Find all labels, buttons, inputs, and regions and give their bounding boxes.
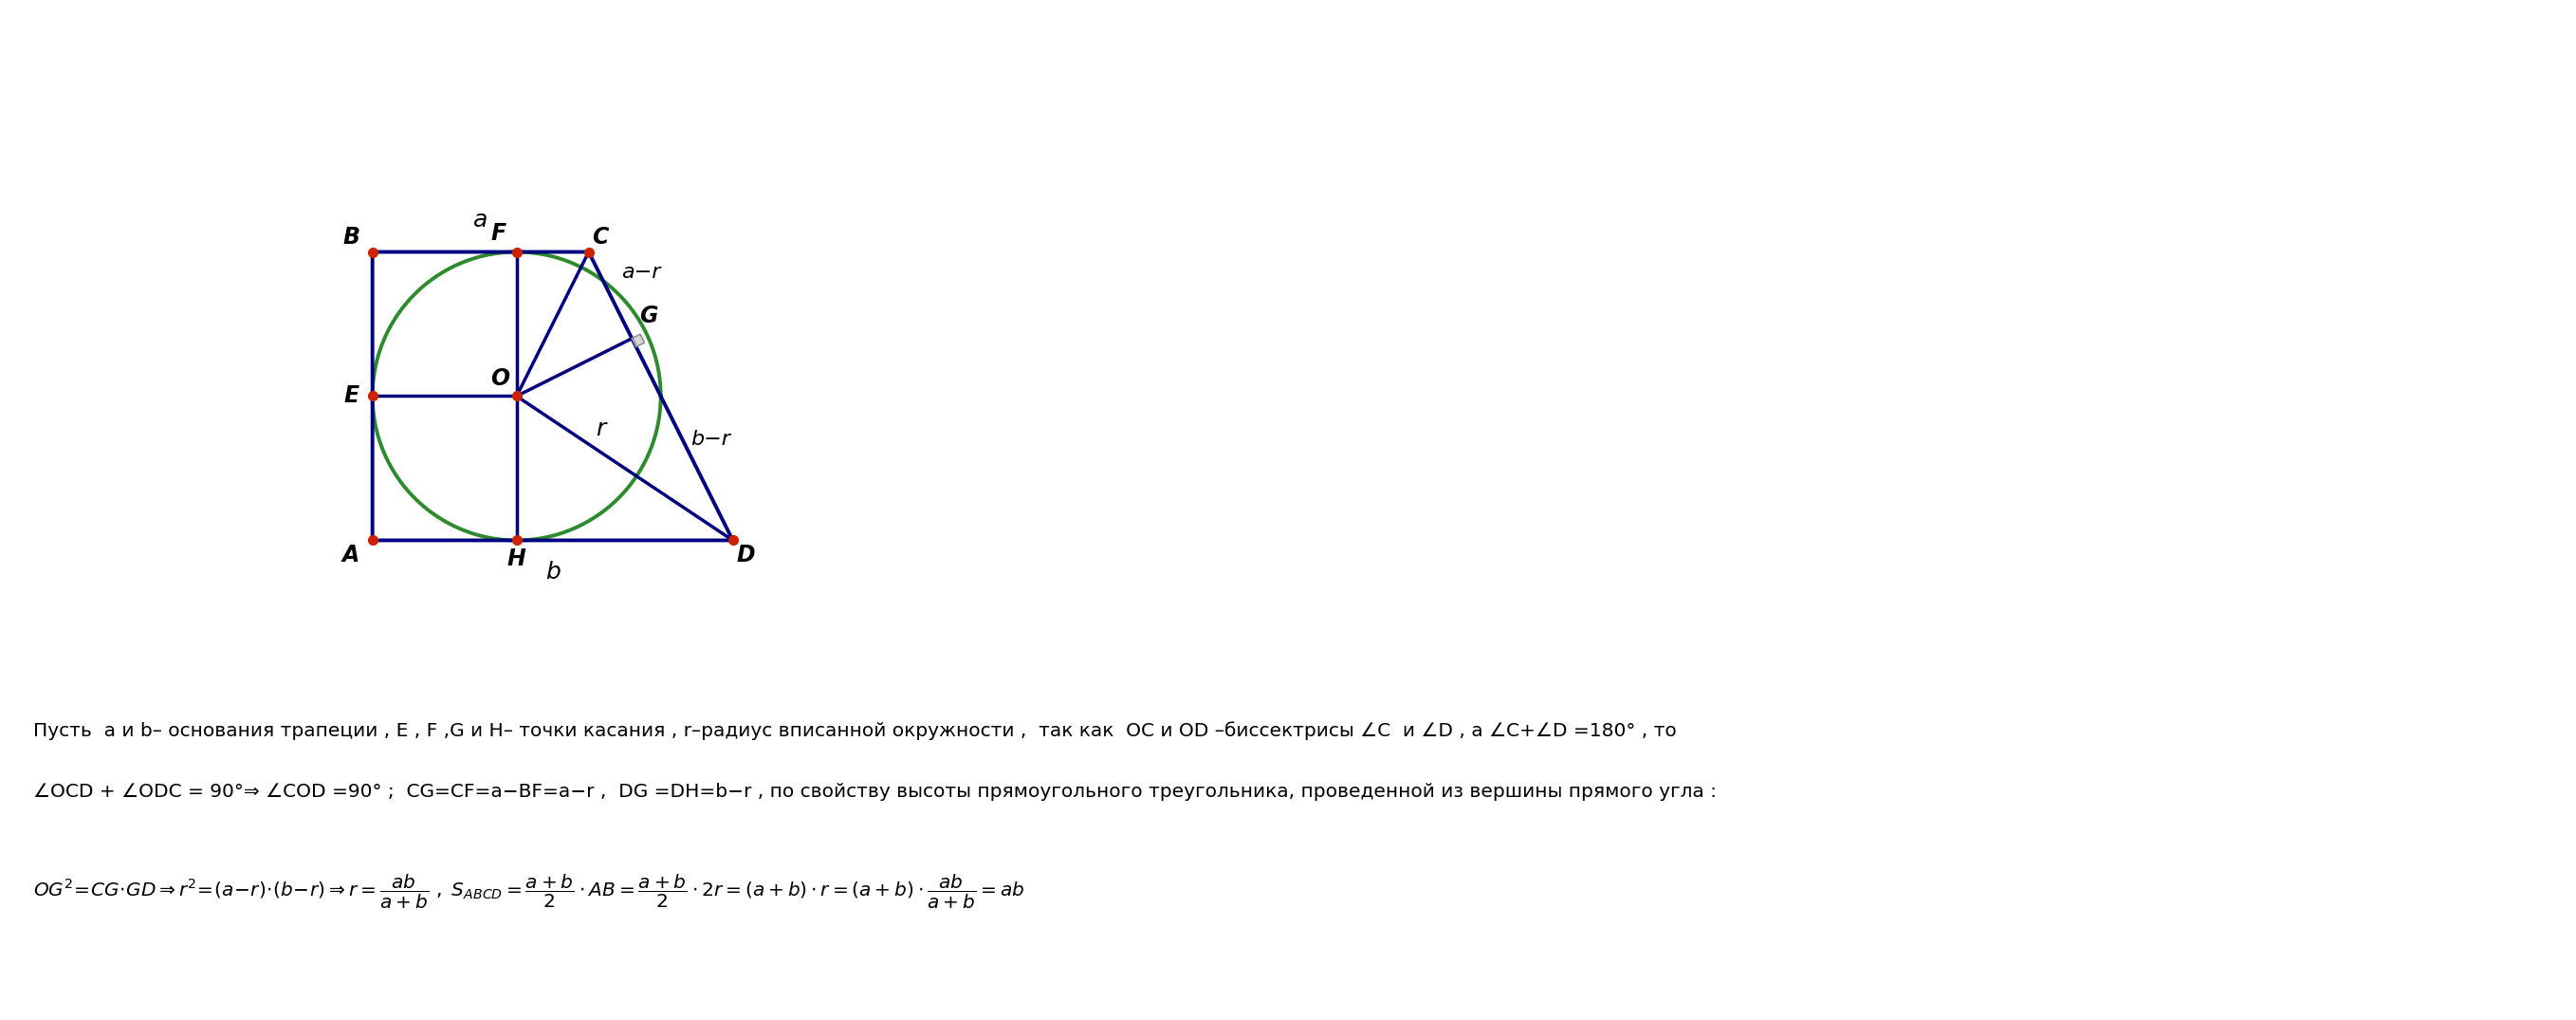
Text: F: F [492, 222, 507, 245]
Text: a−r: a−r [621, 263, 659, 283]
Text: Пусть  a и b– основания трапеции , E , F ,G и H– точки касания , r–радиус вписан: Пусть a и b– основания трапеции , E , F … [33, 721, 1677, 740]
Text: O: O [489, 367, 510, 391]
Text: G: G [639, 305, 657, 327]
Polygon shape [631, 335, 644, 347]
Text: B: B [343, 225, 361, 248]
Text: $OG^2\!=\!CG\!\cdot\! GD \Rightarrow r^2\!=\!(a\!-\!r)\!\cdot\!(b\!-\!r) \Righta: $OG^2\!=\!CG\!\cdot\! GD \Rightarrow r^2… [33, 873, 1025, 911]
Text: r: r [595, 417, 605, 440]
Text: ∠OCD + ∠ODC = 90°⇒ ∠COD =90° ;  CG=CF=a−BF=a−r ,  DG =DH=b−r , по свойству высот: ∠OCD + ∠ODC = 90°⇒ ∠COD =90° ; CG=CF=a−B… [33, 782, 1718, 801]
Text: b−r: b−r [690, 429, 732, 449]
Text: A: A [343, 544, 361, 567]
Text: b: b [546, 561, 559, 583]
Text: C: C [592, 225, 608, 248]
Text: H: H [507, 548, 526, 570]
Text: D: D [737, 544, 755, 567]
Text: E: E [345, 385, 361, 408]
Text: a: a [474, 209, 487, 232]
